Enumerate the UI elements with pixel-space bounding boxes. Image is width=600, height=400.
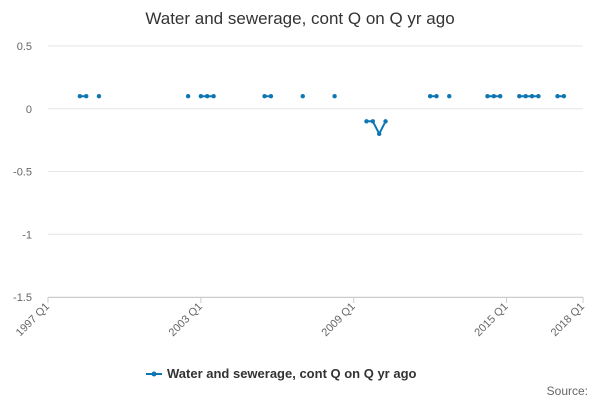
data-point[interactable] xyxy=(268,94,274,99)
y-tick-label: 0 xyxy=(26,104,32,116)
data-point[interactable] xyxy=(205,94,210,99)
data-point[interactable] xyxy=(529,94,535,99)
x-tick-label: 2003 Q1 xyxy=(167,301,205,339)
y-tick-label: -1 xyxy=(22,229,32,241)
data-point[interactable] xyxy=(332,94,337,99)
data-point[interactable] xyxy=(376,131,382,137)
data-point[interactable] xyxy=(300,94,305,99)
data-point[interactable] xyxy=(383,119,388,124)
x-tick-label: 1997 Q1 xyxy=(14,301,52,339)
x-tick-label: 2015 Q1 xyxy=(472,301,510,339)
y-tick-label: -1.5 xyxy=(13,292,32,304)
data-point[interactable] xyxy=(262,94,267,99)
x-tick-label: 2009 Q1 xyxy=(320,301,358,339)
data-point[interactable] xyxy=(561,94,567,99)
data-point[interactable] xyxy=(427,94,433,99)
data-point[interactable] xyxy=(364,119,369,124)
chart-title: Water and sewerage, cont Q on Q yr ago xyxy=(145,9,454,28)
data-point[interactable] xyxy=(96,94,102,99)
plot-area xyxy=(77,94,567,137)
data-point[interactable] xyxy=(434,94,439,99)
legend[interactable]: Water and sewerage, cont Q on Q yr ago xyxy=(146,366,417,381)
x-axis: 1997 Q1 2003 Q1 2009 Q1 2015 Q1 2018 Q1 xyxy=(14,297,587,339)
data-point[interactable] xyxy=(370,119,376,124)
gridlines xyxy=(48,45,583,298)
y-axis: 0.5 0 -0.5 -1 -1.5 xyxy=(13,41,32,304)
x-tick-label: 2018 Q1 xyxy=(549,301,587,339)
y-tick-label: -0.5 xyxy=(13,167,32,179)
source-label: Source: xyxy=(547,384,588,398)
legend-dot-marker xyxy=(151,371,157,377)
data-point[interactable] xyxy=(491,94,497,99)
data-point[interactable] xyxy=(447,94,452,99)
data-point[interactable] xyxy=(523,94,528,99)
data-point[interactable] xyxy=(211,94,216,99)
legend-label: Water and sewerage, cont Q on Q yr ago xyxy=(167,366,417,381)
data-point[interactable] xyxy=(198,94,204,99)
series-line xyxy=(365,120,387,135)
data-point[interactable] xyxy=(485,94,490,99)
data-point[interactable] xyxy=(84,94,89,99)
data-point[interactable] xyxy=(185,94,191,99)
data-point[interactable] xyxy=(536,94,541,99)
data-point[interactable] xyxy=(77,94,83,99)
data-point[interactable] xyxy=(498,94,503,99)
data-point[interactable] xyxy=(517,94,522,99)
data-point[interactable] xyxy=(555,94,560,99)
y-tick-label: 0.5 xyxy=(17,41,32,53)
